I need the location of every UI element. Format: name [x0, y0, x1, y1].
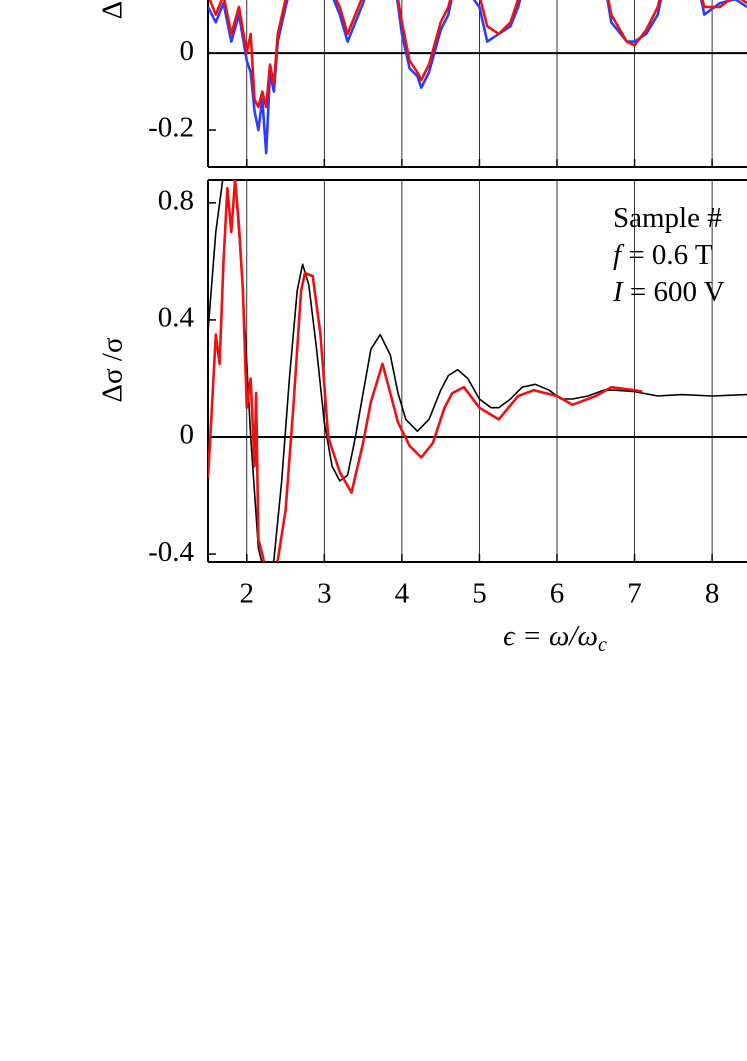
y-tick-label: 0 — [180, 35, 195, 67]
data-line — [208, 180, 643, 562]
y-axis-label: Δ — [97, 1, 129, 20]
annotation-text: Sample # — [613, 202, 722, 234]
x-axis-label-main: ϵ = ω/ω — [503, 620, 598, 652]
annotation: Sample # — [613, 202, 722, 234]
y-tick-label: 0.4 — [158, 302, 195, 334]
data-line — [208, 180, 747, 562]
y-axis-label: Δσ /σ — [97, 337, 129, 403]
data-line — [208, 0, 747, 155]
x-tick-label: 8 — [705, 578, 720, 610]
x-axis-label: ϵ = ω/ωc — [503, 620, 607, 656]
annotation: I = 600 V — [612, 276, 725, 308]
x-axis-label-sub: c — [598, 634, 607, 656]
x-tick-label: 4 — [395, 578, 410, 610]
y-tick-label: 0.8 — [158, 184, 194, 216]
data-line — [208, 0, 747, 109]
annotation: f = 0.6 T — [613, 239, 713, 271]
x-tick-label: 7 — [627, 578, 642, 610]
annotation-symbol: I — [612, 276, 624, 308]
x-tick-label: 2 — [240, 578, 255, 610]
y-tick-label: -0.4 — [148, 536, 194, 568]
y-tick-label: 0 — [180, 419, 195, 451]
annotation-text: = 600 V — [623, 276, 725, 308]
x-tick-label: 3 — [317, 578, 332, 610]
x-tick-label: 5 — [472, 578, 487, 610]
y-tick-label: -0.2 — [148, 112, 194, 144]
x-tick-label: 6 — [550, 578, 565, 610]
annotation-text: = 0.6 T — [621, 239, 713, 271]
